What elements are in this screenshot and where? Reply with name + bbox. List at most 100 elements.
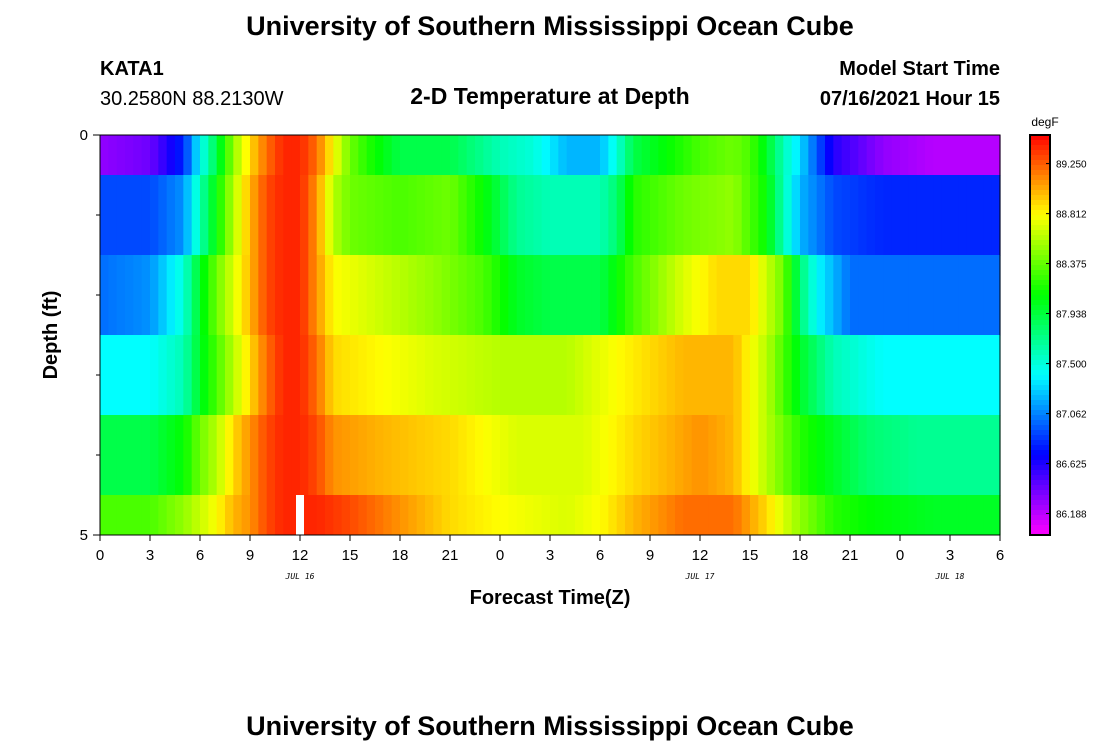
heatmap-cell bbox=[241, 415, 251, 496]
heatmap-cell bbox=[583, 415, 593, 496]
heatmap-cell bbox=[108, 415, 118, 496]
heatmap-cell bbox=[500, 255, 509, 336]
heatmap-cell bbox=[575, 255, 584, 336]
heatmap-cell bbox=[883, 415, 893, 496]
heatmap-cell bbox=[316, 335, 326, 416]
heatmap-cell bbox=[991, 255, 1001, 336]
date-label: JUL 17 bbox=[685, 572, 715, 581]
colorbar-segment bbox=[1030, 500, 1050, 506]
heatmap-cell bbox=[716, 335, 726, 416]
colorbar-segment bbox=[1030, 205, 1050, 211]
heatmap-cell bbox=[808, 175, 818, 256]
heatmap-cell bbox=[941, 495, 951, 536]
heatmap-cell bbox=[616, 135, 626, 176]
x-tick-label: 9 bbox=[246, 547, 254, 564]
colorbar-segment bbox=[1030, 265, 1050, 271]
heatmap-cell bbox=[416, 135, 426, 176]
heatmap-cell bbox=[933, 335, 943, 416]
heatmap-cell bbox=[766, 255, 776, 336]
heatmap-cell bbox=[491, 175, 501, 256]
colorbar-segment bbox=[1030, 455, 1050, 461]
heatmap-cell bbox=[925, 255, 934, 336]
colorbar-segment bbox=[1030, 410, 1050, 416]
heatmap-cell bbox=[591, 135, 601, 176]
heatmap-cell bbox=[891, 135, 901, 176]
heatmap-cell bbox=[750, 495, 759, 536]
heatmap-cell bbox=[200, 415, 209, 496]
colorbar-segment bbox=[1030, 470, 1050, 476]
heatmap-cell bbox=[316, 175, 326, 256]
colorbar-segment bbox=[1030, 385, 1050, 391]
heatmap-cell bbox=[100, 495, 109, 536]
colorbar-label: 88.812 bbox=[1056, 210, 1087, 221]
heatmap-cell bbox=[908, 495, 918, 536]
heatmap-cell bbox=[966, 135, 976, 176]
heatmap-cell bbox=[766, 175, 776, 256]
heatmap-cell bbox=[933, 175, 943, 256]
heatmap-cell bbox=[216, 415, 226, 496]
heatmap-cell bbox=[325, 495, 334, 536]
heatmap-cell bbox=[725, 135, 734, 176]
colorbar-segment bbox=[1030, 380, 1050, 386]
heatmap-cell bbox=[358, 175, 368, 256]
heatmap-cell bbox=[675, 255, 684, 336]
heatmap-cell bbox=[758, 255, 768, 336]
heatmap-cell bbox=[116, 335, 126, 416]
colorbar-segment bbox=[1030, 295, 1050, 301]
heatmap-cell bbox=[666, 335, 676, 416]
colorbar-segment bbox=[1030, 145, 1050, 151]
heatmap-cell bbox=[600, 495, 609, 536]
heatmap-cell bbox=[608, 495, 618, 536]
heatmap-cell bbox=[683, 495, 693, 536]
heatmap-cell bbox=[841, 335, 851, 416]
heatmap-cell bbox=[525, 175, 534, 256]
heatmap-cell bbox=[216, 135, 226, 176]
heatmap-cell bbox=[116, 175, 126, 256]
heatmap-cell bbox=[483, 495, 493, 536]
heatmap-cell bbox=[991, 135, 1001, 176]
heatmap-cell bbox=[675, 415, 684, 496]
heatmap-cell bbox=[741, 255, 751, 336]
heatmap-cell bbox=[758, 415, 768, 496]
x-tick-label: 12 bbox=[692, 547, 709, 564]
heatmap-cell bbox=[191, 335, 201, 416]
heatmap-cell bbox=[983, 175, 993, 256]
heatmap-cell bbox=[175, 255, 184, 336]
x-tick-label: 15 bbox=[742, 547, 759, 564]
heatmap-cell bbox=[883, 495, 893, 536]
heatmap-cell bbox=[133, 495, 143, 536]
heatmap-cell bbox=[183, 135, 193, 176]
colorbar-segment bbox=[1030, 315, 1050, 321]
heatmap-cell bbox=[641, 495, 651, 536]
heatmap-cell bbox=[325, 175, 334, 256]
heatmap-cell bbox=[858, 175, 868, 256]
heatmap-cell bbox=[108, 495, 118, 536]
heatmap-cell bbox=[625, 495, 634, 536]
heatmap-cell bbox=[100, 255, 109, 336]
heatmap-cell bbox=[300, 135, 309, 176]
heatmap-cell bbox=[958, 495, 968, 536]
colorbar-segment bbox=[1030, 215, 1050, 221]
heatmap-cell bbox=[141, 415, 151, 496]
y-axis-label: Depth (ft) bbox=[40, 291, 62, 380]
heatmap-cell bbox=[925, 135, 934, 176]
colorbar-segment bbox=[1030, 325, 1050, 331]
heatmap-cell bbox=[325, 255, 334, 336]
heatmap-cell bbox=[200, 175, 209, 256]
heatmap-cell bbox=[116, 255, 126, 336]
heatmap-cell bbox=[900, 495, 909, 536]
colorbar-segment bbox=[1030, 230, 1050, 236]
heatmap-cell bbox=[166, 495, 176, 536]
heatmap-cell bbox=[891, 175, 901, 256]
heatmap-cell bbox=[216, 495, 226, 536]
heatmap-cell bbox=[991, 415, 1001, 496]
heatmap-cell bbox=[816, 495, 826, 536]
heatmap-cell bbox=[225, 415, 234, 496]
heatmap-cell bbox=[783, 255, 793, 336]
x-axis-label: Forecast Time(Z) bbox=[470, 587, 631, 609]
heatmap-cell bbox=[558, 415, 568, 496]
heatmap-cell bbox=[666, 495, 676, 536]
heatmap-cell bbox=[341, 255, 351, 336]
heatmap-cell bbox=[366, 415, 376, 496]
heatmap-cell bbox=[400, 495, 409, 536]
